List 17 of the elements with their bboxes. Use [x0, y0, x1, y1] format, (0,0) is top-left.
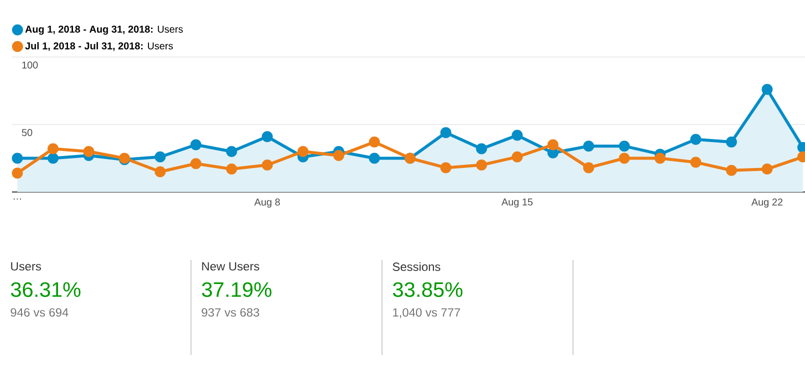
text: 33.85% — [393, 282, 462, 298]
text: 937 vs 683 — [202, 308, 260, 317]
text: New Users — [202, 262, 260, 271]
x-tick-label: Aug 8 — [254, 198, 280, 208]
text: 37.19% — [202, 282, 272, 298]
text: Sessions — [392, 262, 440, 271]
text: 1,040 vs 777 — [393, 308, 460, 318]
text: Users — [11, 262, 41, 271]
legend-label: Jul 1, 2018 - Jul 31, 2018: Users — [25, 42, 173, 51]
y-tick-label: 100 — [22, 62, 38, 69]
text: 946 vs 694 — [10, 308, 68, 317]
y-tick-label: 50 — [22, 129, 32, 136]
x-tick-label: Aug 22 — [751, 198, 782, 208]
text: 36.31% — [10, 282, 80, 298]
legend-label: Aug 1, 2018 - Aug 31, 2018: Users — [25, 26, 183, 35]
x-tick-label: Aug 15 — [501, 198, 533, 208]
x-tick-label: … — [14, 198, 21, 200]
